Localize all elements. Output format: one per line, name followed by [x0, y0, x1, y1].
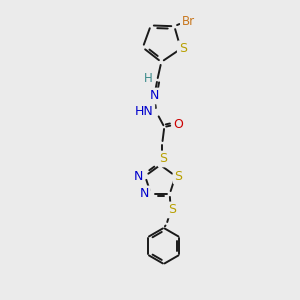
Text: Br: Br [182, 15, 195, 28]
Text: H: H [144, 73, 153, 85]
Text: S: S [179, 42, 187, 55]
Text: HN: HN [135, 106, 153, 118]
Text: N: N [140, 188, 149, 200]
Text: N: N [134, 169, 143, 182]
Text: N: N [150, 89, 159, 103]
Text: S: S [168, 203, 176, 216]
Text: O: O [173, 118, 183, 131]
Text: S: S [159, 152, 167, 166]
Text: S: S [175, 169, 182, 182]
